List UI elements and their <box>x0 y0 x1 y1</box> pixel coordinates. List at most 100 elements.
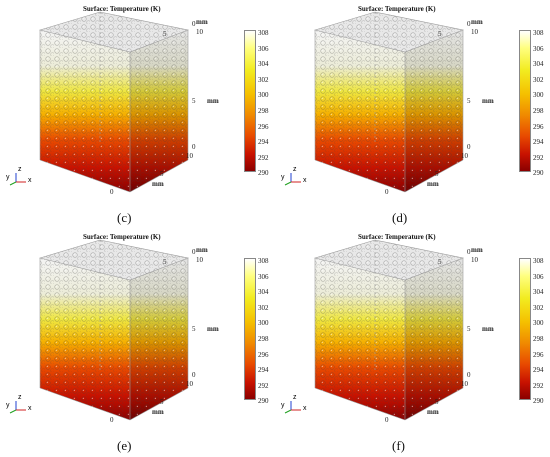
colorbar-tick-label: 290 <box>533 169 544 178</box>
axis-tick: 5 <box>160 398 164 406</box>
colorbar-tick-label: 302 <box>533 75 544 84</box>
colorbar-tick-label: 302 <box>533 303 544 312</box>
axis-tick: 10 <box>196 256 203 264</box>
axis-tick: 0 <box>467 20 471 28</box>
axis-tick: 10 <box>461 380 468 388</box>
axis-tick: 0 <box>110 416 114 424</box>
axis-unit: mm <box>196 18 208 26</box>
axis-triad: y z x <box>281 394 311 416</box>
panel-title: Surface: Temperature (K) <box>83 233 161 241</box>
colorbar-tick-label: 296 <box>533 350 544 359</box>
colorbar <box>244 258 256 400</box>
colorbar-tick-label: 300 <box>258 91 269 100</box>
axis-tick: 5 <box>192 97 196 105</box>
colorbar <box>244 30 256 172</box>
triad-y-label: y <box>281 402 285 409</box>
colorbar-tick-label: 304 <box>533 60 544 69</box>
triad-x-label: x <box>303 177 307 184</box>
colorbar-tick-label: 308 <box>533 257 544 265</box>
colorbar <box>519 258 531 400</box>
colorbar-tick-label: 296 <box>258 122 269 131</box>
axis-tick: 0 <box>385 188 389 196</box>
axis-tick: 0 <box>467 248 471 256</box>
axis-tick: 5 <box>438 258 442 266</box>
colorbar-tick-label: 306 <box>533 272 544 281</box>
axis-tick: 5 <box>163 30 167 38</box>
panel-label: (f) <box>392 438 405 453</box>
panel-title: Surface: Temperature (K) <box>83 5 161 13</box>
axis-tick: 0 <box>192 143 196 151</box>
colorbar-tick-label: 294 <box>533 366 544 375</box>
colorbar-tick-label: 304 <box>533 288 544 297</box>
colorbar-tick-label: 302 <box>258 75 269 84</box>
axis-tick: 0 <box>192 371 196 379</box>
axis-unit: mm <box>427 180 439 188</box>
colorbar-tick-label: 308 <box>258 257 269 265</box>
axis-tick: 0 <box>192 248 196 256</box>
colorbar-tick-label: 304 <box>258 288 269 297</box>
colorbar-tick-label: 300 <box>258 319 269 328</box>
triad-x-label: x <box>28 405 32 412</box>
axis-tick: 5 <box>160 170 164 178</box>
axis-tick: 5 <box>438 30 442 38</box>
triad-y-label: y <box>6 402 10 409</box>
axis-tick: 0 <box>467 143 471 151</box>
axis-tick: 5 <box>163 258 167 266</box>
temperature-cube <box>313 11 465 193</box>
colorbar-tick-label: 294 <box>258 366 269 375</box>
colorbar-tick-label: 298 <box>258 335 269 343</box>
triad-z-label: z <box>293 166 297 173</box>
axis-unit: mm <box>427 408 439 416</box>
axis-tick: 10 <box>471 28 478 36</box>
colorbar-tick-label: 290 <box>258 169 269 178</box>
colorbar-tick-label: 306 <box>258 272 269 281</box>
colorbar-tick-label: 294 <box>258 138 269 147</box>
colorbar-tick-label: 290 <box>258 397 269 406</box>
axis-triad: y z x <box>6 166 36 188</box>
colorbar-tick-label: 292 <box>533 381 544 390</box>
figure-panel: Surface: Temperature (K) 0 5 mm <box>275 228 550 456</box>
colorbar-tick-label: 300 <box>533 319 544 328</box>
temperature-cube <box>38 239 190 421</box>
colorbar-tick-label: 306 <box>258 44 269 53</box>
panel-label: (c) <box>117 210 132 225</box>
axis-triad: y z x <box>6 394 36 416</box>
colorbar <box>519 30 531 172</box>
axis-unit: mm <box>152 180 164 188</box>
axis-tick: 0 <box>467 371 471 379</box>
triad-x-label: x <box>28 177 32 184</box>
triad-x-label: x <box>303 405 307 412</box>
triad-z-label: z <box>18 394 22 401</box>
panel-title: Surface: Temperature (K) <box>358 5 436 13</box>
panel-label: (e) <box>117 438 132 453</box>
colorbar-tick-label: 308 <box>258 29 269 37</box>
temperature-cube <box>313 239 465 421</box>
colorbar-tick-label: 306 <box>533 44 544 53</box>
triad-y-label: y <box>281 174 285 181</box>
axis-tick: 0 <box>385 416 389 424</box>
colorbar-tick-label: 296 <box>533 122 544 131</box>
colorbar-tick-label: 296 <box>258 350 269 359</box>
axis-tick: 10 <box>196 28 203 36</box>
colorbar-tick-label: 304 <box>258 60 269 69</box>
axis-tick: 5 <box>192 325 196 333</box>
axis-triad: y z x <box>281 166 311 188</box>
colorbar-tick-label: 302 <box>258 303 269 312</box>
axis-tick: 0 <box>192 20 196 28</box>
axis-unit: mm <box>471 246 483 254</box>
axis-unit: mm <box>152 408 164 416</box>
axis-tick: 5 <box>467 325 471 333</box>
figure-panel: Surface: Temperature (K) 0 5 mm <box>275 0 550 228</box>
temperature-cube <box>38 11 190 193</box>
figure-panel: Surface: Temperature (K) 0 5 mm <box>0 0 275 228</box>
colorbar-tick-label: 300 <box>533 91 544 100</box>
axis-tick: 5 <box>435 170 439 178</box>
colorbar-tick-label: 290 <box>533 397 544 406</box>
colorbar-tick-label: 292 <box>258 381 269 390</box>
axis-unit: mm <box>196 246 208 254</box>
colorbar-tick-label: 292 <box>258 153 269 162</box>
triad-y-label: y <box>6 174 10 181</box>
axis-unit: mm <box>207 97 219 105</box>
axis-tick: 10 <box>186 380 193 388</box>
colorbar-tick-label: 292 <box>533 153 544 162</box>
